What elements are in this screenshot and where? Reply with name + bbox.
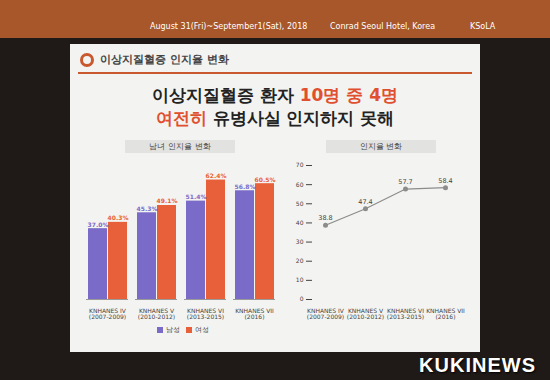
svg-text:58.4: 58.4 bbox=[438, 177, 452, 185]
svg-text:50: 50 bbox=[296, 200, 304, 207]
html-text:이상지질혈증 인지율 변화: 이상지질혈증 인지율 변화 bbox=[100, 53, 229, 66]
html-text:KSoLA: KSoLA bbox=[470, 22, 496, 31]
html-text:여성: 여성 bbox=[195, 326, 209, 334]
svg-text:37.0%: 37.0% bbox=[88, 221, 109, 228]
svg-text:20: 20 bbox=[296, 257, 304, 264]
svg-text:38.8: 38.8 bbox=[318, 214, 332, 222]
svg-text:57.7: 57.7 bbox=[398, 178, 412, 186]
svg-text:60: 60 bbox=[296, 181, 304, 188]
html-text:Conrad Seoul Hotel, Korea: Conrad Seoul Hotel, Korea bbox=[330, 22, 436, 31]
svg-text:KNHANES VI(2013-2015): KNHANES VI(2013-2015) bbox=[187, 307, 224, 320]
svg-text:40.3%: 40.3% bbox=[108, 214, 129, 221]
svg-text:60.5%: 60.5% bbox=[255, 176, 276, 183]
svg-text:KNHANES IV(2007-2009): KNHANES IV(2007-2009) bbox=[307, 307, 345, 320]
html-text:여전히유병사실 인지하지 못해: 여전히유병사실 인지하지 못해 bbox=[155, 108, 395, 128]
svg-text:0: 0 bbox=[300, 295, 304, 302]
html-text:이상지질혈증 환자10명 중 4명: 이상지질혈증 환자10명 중 4명 bbox=[151, 85, 399, 105]
svg-text:30: 30 bbox=[296, 238, 304, 245]
svg-text:40: 40 bbox=[296, 219, 304, 226]
svg-text:47.4: 47.4 bbox=[358, 198, 372, 206]
svg-text:KNHANES V(2010-2012): KNHANES V(2010-2012) bbox=[347, 307, 384, 320]
svg-text:56.8%: 56.8% bbox=[235, 183, 256, 190]
html-text:남성: 남성 bbox=[166, 326, 180, 334]
svg-text:49.1%: 49.1% bbox=[157, 197, 178, 204]
html-text:KUKINEWS: KUKINEWS bbox=[419, 354, 536, 376]
svg-text:70: 70 bbox=[296, 161, 304, 168]
svg-text:51.4%: 51.4% bbox=[186, 193, 207, 200]
svg-text:62.4%: 62.4% bbox=[206, 172, 227, 179]
svg-text:KNHANES VI(2013-2015): KNHANES VI(2013-2015) bbox=[387, 307, 424, 320]
html-text:남녀 인지율 변화: 남녀 인지율 변화 bbox=[149, 142, 211, 151]
svg-text:KNHANES VII(2016): KNHANES VII(2016) bbox=[235, 307, 274, 320]
svg-text:45.3%: 45.3% bbox=[137, 205, 158, 212]
svg-text:10: 10 bbox=[296, 276, 304, 283]
html-text:August 31(Fri)~September1(Sat): August 31(Fri)~September1(Sat), 2018 bbox=[150, 22, 308, 31]
svg-text:KNHANES IV(2007-2009): KNHANES IV(2007-2009) bbox=[89, 307, 127, 320]
html-text:인지율 변화: 인지율 변화 bbox=[359, 142, 403, 151]
svg-text:KNHANES VII(2016): KNHANES VII(2016) bbox=[426, 307, 465, 320]
svg-text:KNHANES V(2010-2012): KNHANES V(2010-2012) bbox=[138, 307, 175, 320]
